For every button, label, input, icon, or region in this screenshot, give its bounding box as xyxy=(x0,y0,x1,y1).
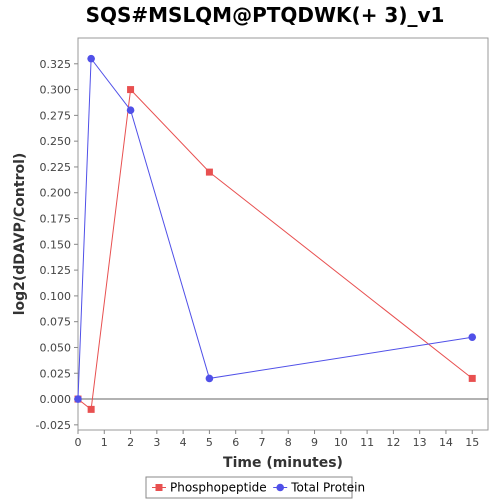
x-tick-label: 5 xyxy=(206,436,213,449)
y-tick-label: 0.275 xyxy=(40,109,72,122)
x-axis-label: Time (minutes) xyxy=(223,455,343,471)
x-tick-label: 0 xyxy=(75,436,82,449)
y-tick-label: 0.025 xyxy=(40,367,72,380)
data-point-square xyxy=(127,86,135,94)
y-tick-label: 0.325 xyxy=(40,58,72,71)
y-tick-label: 0.000 xyxy=(40,393,72,406)
data-point-circle xyxy=(468,333,477,341)
y-tick-label: 0.175 xyxy=(40,213,72,226)
y-tick-label: 0.300 xyxy=(40,84,72,97)
y-tick-label: 0.150 xyxy=(40,238,72,251)
x-tick-label: 15 xyxy=(465,436,479,449)
x-tick-label: 4 xyxy=(180,436,187,449)
x-tick-label: 11 xyxy=(360,436,374,449)
y-axis-label: log2(dDAVP/Control) xyxy=(12,153,28,316)
x-tick-label: 8 xyxy=(285,436,292,449)
x-tick-label: 3 xyxy=(153,436,160,449)
legend-item: Phosphopeptide xyxy=(152,481,267,495)
legend-label: Phosphopeptide xyxy=(170,481,267,495)
x-axis: 0 1 2 3 4 5 6 7 8 9 10 11 12 13 14 15 xyxy=(75,430,479,449)
x-tick-label: 12 xyxy=(386,436,400,449)
y-tick-label: 0.075 xyxy=(40,316,72,329)
x-tick-label: 6 xyxy=(232,436,239,449)
data-point-circle xyxy=(126,106,135,115)
legend-marker-circle xyxy=(276,483,285,492)
legend-label: Total Protein xyxy=(290,481,365,495)
data-point-square xyxy=(468,374,476,382)
chart-title: SQS#MSLQM@PTQDWK(+ 3)_v1 xyxy=(86,3,445,27)
y-tick-label: 0.050 xyxy=(40,341,72,354)
y-tick-label: 0.125 xyxy=(40,264,72,277)
x-tick-label: 14 xyxy=(439,436,453,449)
plot-area xyxy=(77,37,489,431)
y-axis: -0.025 0.000 0.025 0.050 0.075 0.100 0.125 0.15… xyxy=(36,58,78,432)
y-tick-label: 0.100 xyxy=(40,290,72,303)
data-point-circle xyxy=(74,395,82,403)
x-tick-label: 9 xyxy=(311,436,318,449)
legend-item: Total Protein xyxy=(273,481,365,495)
x-tick-label: 13 xyxy=(413,436,427,449)
legend-box xyxy=(145,476,353,499)
data-point-circle xyxy=(205,374,214,383)
series-layer xyxy=(74,54,477,413)
series-total-protein xyxy=(74,54,477,403)
y-tick-label: 0.250 xyxy=(40,135,72,148)
data-point-circle xyxy=(87,54,95,63)
legend: Phosphopeptide Total Protein xyxy=(145,476,365,499)
x-tick-label: 7 xyxy=(258,436,265,449)
y-tick-label: -0.025 xyxy=(36,419,71,432)
x-tick-label: 10 xyxy=(334,436,348,449)
legend-marker-square xyxy=(155,484,163,491)
x-tick-label: 1 xyxy=(101,436,108,449)
x-tick-label: 2 xyxy=(127,436,134,449)
data-point-square xyxy=(205,168,213,176)
y-tick-label: 0.225 xyxy=(40,161,72,174)
y-tick-label: 0.200 xyxy=(40,187,72,200)
data-point-square xyxy=(87,405,95,413)
